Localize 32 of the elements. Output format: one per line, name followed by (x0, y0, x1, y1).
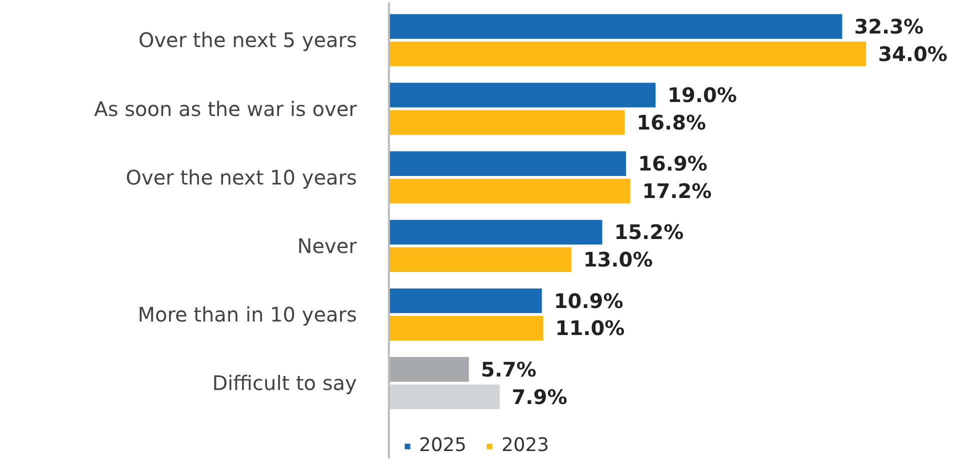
y-tick-label: Difficult to say (212, 371, 358, 396)
y-tick-label: Over the next 10 years (126, 165, 357, 190)
bar (388, 151, 626, 176)
bar (388, 178, 630, 204)
data-label: 15.2% (614, 220, 684, 244)
bar (388, 14, 842, 39)
bar (388, 384, 500, 410)
y-tick-label: As soon as the war is over (94, 96, 358, 121)
bar (388, 247, 572, 272)
data-label: 34.0% (878, 42, 948, 66)
legend-label: 2023 (501, 435, 549, 456)
bar (388, 110, 625, 135)
bar (388, 42, 866, 66)
data-label: 7.9% (512, 384, 568, 409)
data-label: 17.2% (642, 179, 712, 204)
bar (388, 357, 469, 382)
data-label: 10.9% (554, 288, 624, 313)
data-label: 16.9% (638, 152, 708, 176)
data-label: 11.0% (555, 316, 625, 340)
y-tick-label: Never (297, 234, 358, 258)
bar (388, 82, 656, 108)
bar (388, 288, 542, 314)
data-label: 5.7% (480, 357, 536, 382)
data-label: 19.0% (668, 83, 737, 108)
legend-label: 2025 (419, 435, 466, 456)
data-label: 16.8% (636, 110, 706, 134)
data-label: 13.0% (583, 248, 653, 272)
bar (388, 220, 602, 245)
bar (388, 316, 544, 341)
y-tick-label: Over the next 5 years (138, 28, 357, 52)
y-tick-label: More than in 10 years (138, 302, 357, 326)
data-label: 32.3% (854, 14, 924, 38)
